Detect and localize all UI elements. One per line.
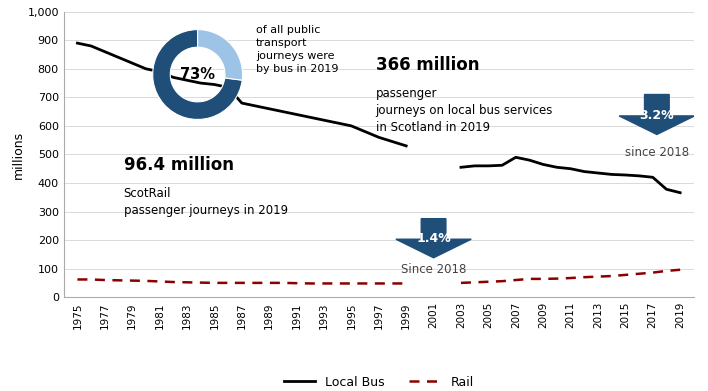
- Local Bus: [402, 143, 411, 148]
- Rail: [196, 280, 205, 285]
- Rail: [73, 277, 81, 282]
- Polygon shape: [620, 95, 695, 135]
- Local Bus: [238, 101, 246, 106]
- Rail: [292, 281, 301, 285]
- Rail: [279, 281, 287, 285]
- Rail: [320, 281, 329, 286]
- Local Bus: [128, 61, 137, 65]
- Text: since 2018: since 2018: [624, 147, 689, 160]
- Local Bus: [333, 121, 342, 126]
- Local Bus: [169, 75, 178, 80]
- Text: of all public
transport
journeys were
by bus in 2019: of all public transport journeys were by…: [256, 25, 338, 74]
- Text: passenger
journeys on local bus services
in Scotland in 2019: passenger journeys on local bus services…: [376, 87, 553, 135]
- Text: 1.4%: 1.4%: [416, 232, 451, 245]
- Text: 96.4 million: 96.4 million: [124, 156, 234, 174]
- Line: Rail: Rail: [77, 280, 406, 283]
- Local Bus: [224, 85, 232, 90]
- Rail: [238, 281, 246, 285]
- Text: 3.2%: 3.2%: [639, 109, 674, 122]
- Rail: [210, 281, 219, 285]
- Rail: [375, 281, 383, 286]
- Local Bus: [347, 124, 355, 128]
- Text: Since 2018: Since 2018: [401, 263, 467, 276]
- Rail: [155, 279, 164, 284]
- Local Bus: [101, 49, 109, 54]
- Rail: [87, 277, 96, 282]
- Local Bus: [375, 135, 383, 140]
- Polygon shape: [396, 219, 472, 258]
- Rail: [224, 281, 232, 285]
- Rail: [251, 281, 260, 285]
- Local Bus: [388, 139, 396, 144]
- Local Bus: [265, 106, 273, 111]
- Local Bus: [251, 104, 260, 108]
- Rail: [142, 278, 150, 283]
- Local Bus: [361, 129, 370, 134]
- Text: 366 million: 366 million: [376, 56, 479, 74]
- Rail: [114, 278, 122, 283]
- Local Bus: [306, 115, 314, 120]
- Rail: [169, 280, 178, 284]
- Local Bus: [73, 41, 81, 45]
- Rail: [306, 281, 314, 286]
- Local Bus: [87, 44, 96, 48]
- Rail: [128, 278, 137, 283]
- Local Bus: [183, 78, 191, 83]
- Rail: [388, 281, 396, 286]
- Local Bus: [114, 55, 122, 60]
- Rail: [265, 281, 273, 285]
- Rail: [183, 280, 191, 285]
- Local Bus: [210, 82, 219, 87]
- Local Bus: [292, 112, 301, 117]
- Rail: [333, 281, 342, 286]
- Rail: [361, 281, 370, 286]
- Local Bus: [196, 81, 205, 86]
- Text: ScotRail
passenger journeys in 2019: ScotRail passenger journeys in 2019: [124, 187, 287, 217]
- Local Bus: [142, 66, 150, 71]
- Local Bus: [155, 69, 164, 74]
- Rail: [101, 278, 109, 282]
- Rail: [347, 281, 355, 286]
- Legend: Local Bus, Rail: Local Bus, Rail: [278, 371, 479, 391]
- Local Bus: [279, 109, 287, 114]
- Line: Local Bus: Local Bus: [77, 43, 406, 146]
- Local Bus: [320, 118, 329, 122]
- Rail: [402, 281, 411, 286]
- Y-axis label: millions: millions: [11, 130, 25, 179]
